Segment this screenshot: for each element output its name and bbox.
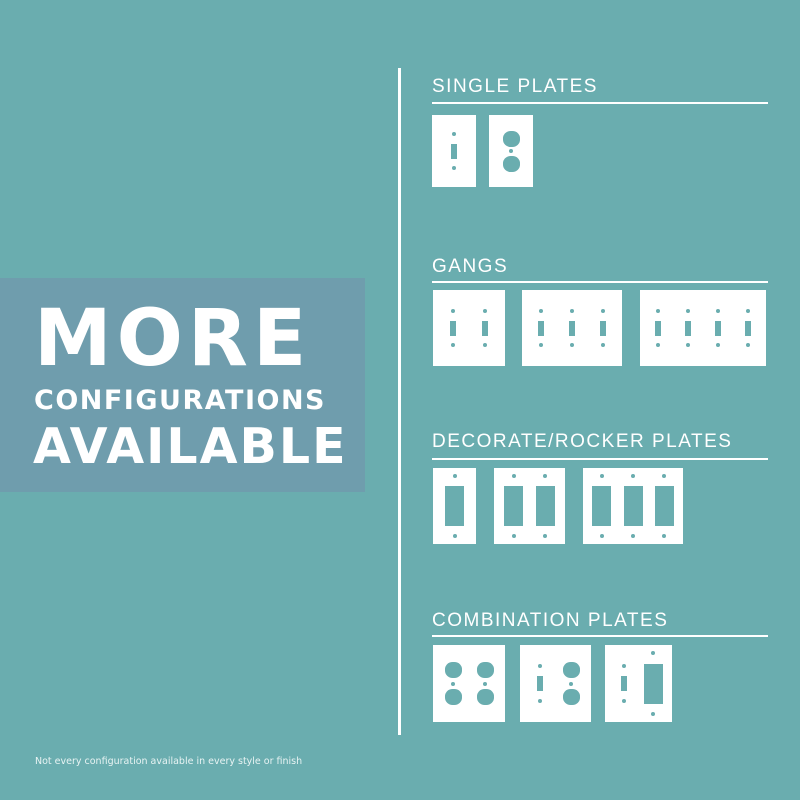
screw-hole	[451, 343, 455, 348]
toggle-slot	[715, 320, 722, 336]
screw-hole	[451, 681, 455, 686]
outlet-opening	[476, 689, 494, 706]
screw-hole	[601, 343, 606, 348]
section-rule	[432, 635, 768, 637]
screw-hole	[452, 534, 457, 539]
screw-hole	[601, 308, 606, 313]
outlet-opening	[444, 662, 462, 679]
section-rule	[432, 281, 768, 283]
screw-hole	[631, 473, 635, 478]
toggle-slot	[684, 320, 691, 336]
plate-toggle-rocker	[605, 645, 672, 722]
plate-toggle-duplex	[520, 645, 591, 722]
screw-hole	[655, 343, 660, 348]
rocker-opening	[445, 486, 464, 526]
toggle-slot	[745, 320, 752, 336]
screw-hole	[509, 149, 513, 153]
screw-hole	[483, 343, 487, 348]
rocker-opening	[535, 486, 555, 526]
screw-hole	[452, 165, 456, 170]
screw-hole	[543, 534, 548, 539]
screw-hole	[662, 534, 667, 539]
headline-more: MORE	[34, 294, 312, 384]
screw-hole	[452, 473, 457, 478]
screw-hole	[511, 534, 516, 539]
rocker-opening	[504, 486, 524, 526]
screw-hole	[511, 473, 516, 478]
plate-2-gang-toggle	[433, 290, 505, 366]
vertical-divider	[398, 68, 401, 735]
screw-hole	[452, 132, 456, 137]
screw-hole	[662, 473, 667, 478]
toggle-slot	[569, 320, 575, 336]
plate-2-gang-rocker	[494, 468, 565, 544]
footnote: Not every configuration available in eve…	[35, 756, 303, 767]
toggle-slot	[482, 320, 488, 336]
section-title-decorator: DECORATE/ROCKER PLATES	[432, 431, 733, 452]
section-rule	[432, 458, 768, 460]
screw-hole	[685, 343, 690, 348]
section-title-gangs: GANGS	[432, 256, 509, 277]
plate-duplex	[489, 115, 533, 187]
rocker-opening	[623, 486, 643, 526]
toggle-slot	[450, 320, 456, 336]
screw-hole	[543, 473, 548, 478]
screw-hole	[483, 308, 487, 313]
screw-hole	[651, 712, 656, 717]
plate-toggle	[432, 115, 476, 187]
screw-hole	[569, 681, 574, 686]
plate-3-gang-toggle	[522, 290, 622, 366]
screw-hole	[537, 699, 542, 704]
outlet-opening	[476, 662, 494, 679]
rocker-opening	[592, 486, 612, 526]
screw-hole	[537, 663, 542, 668]
screw-hole	[538, 308, 543, 313]
screw-hole	[570, 343, 574, 348]
outlet-opening	[502, 155, 520, 172]
toggle-slot	[536, 676, 543, 691]
section-title-combination: COMBINATION PLATES	[432, 610, 669, 631]
screw-hole	[599, 473, 604, 478]
screw-hole	[716, 308, 721, 313]
toggle-slot	[451, 143, 457, 159]
headline-configurations: CONFIGURATIONS	[34, 385, 326, 416]
screw-hole	[651, 650, 656, 655]
screw-hole	[621, 699, 626, 704]
screw-hole	[599, 534, 604, 539]
outlet-opening	[444, 689, 462, 706]
screw-hole	[570, 308, 574, 313]
screw-hole	[685, 308, 690, 313]
screw-hole	[655, 308, 660, 313]
screw-hole	[483, 681, 487, 686]
rocker-opening	[654, 486, 674, 526]
headline-banner	[0, 278, 365, 492]
plate-3-gang-rocker	[583, 468, 683, 544]
toggle-slot	[620, 676, 627, 691]
screw-hole	[621, 663, 626, 668]
plate-1-gang-rocker	[433, 468, 476, 544]
screw-hole	[746, 308, 751, 313]
plate-4-gang-toggle	[640, 290, 766, 366]
plate-double-duplex	[433, 645, 505, 722]
outlet-opening	[562, 689, 580, 706]
toggle-slot	[600, 320, 607, 336]
rocker-opening	[643, 663, 663, 704]
screw-hole	[716, 343, 721, 348]
toggle-slot	[537, 320, 544, 336]
screw-hole	[451, 308, 455, 313]
section-rule	[432, 102, 768, 104]
outlet-opening	[502, 130, 520, 147]
outlet-opening	[562, 662, 580, 679]
toggle-slot	[654, 320, 661, 336]
screw-hole	[538, 343, 543, 348]
headline-available: AVAILABLE	[33, 418, 348, 475]
screw-hole	[746, 343, 751, 348]
screw-hole	[631, 534, 635, 539]
section-title-single: SINGLE PLATES	[432, 76, 598, 97]
